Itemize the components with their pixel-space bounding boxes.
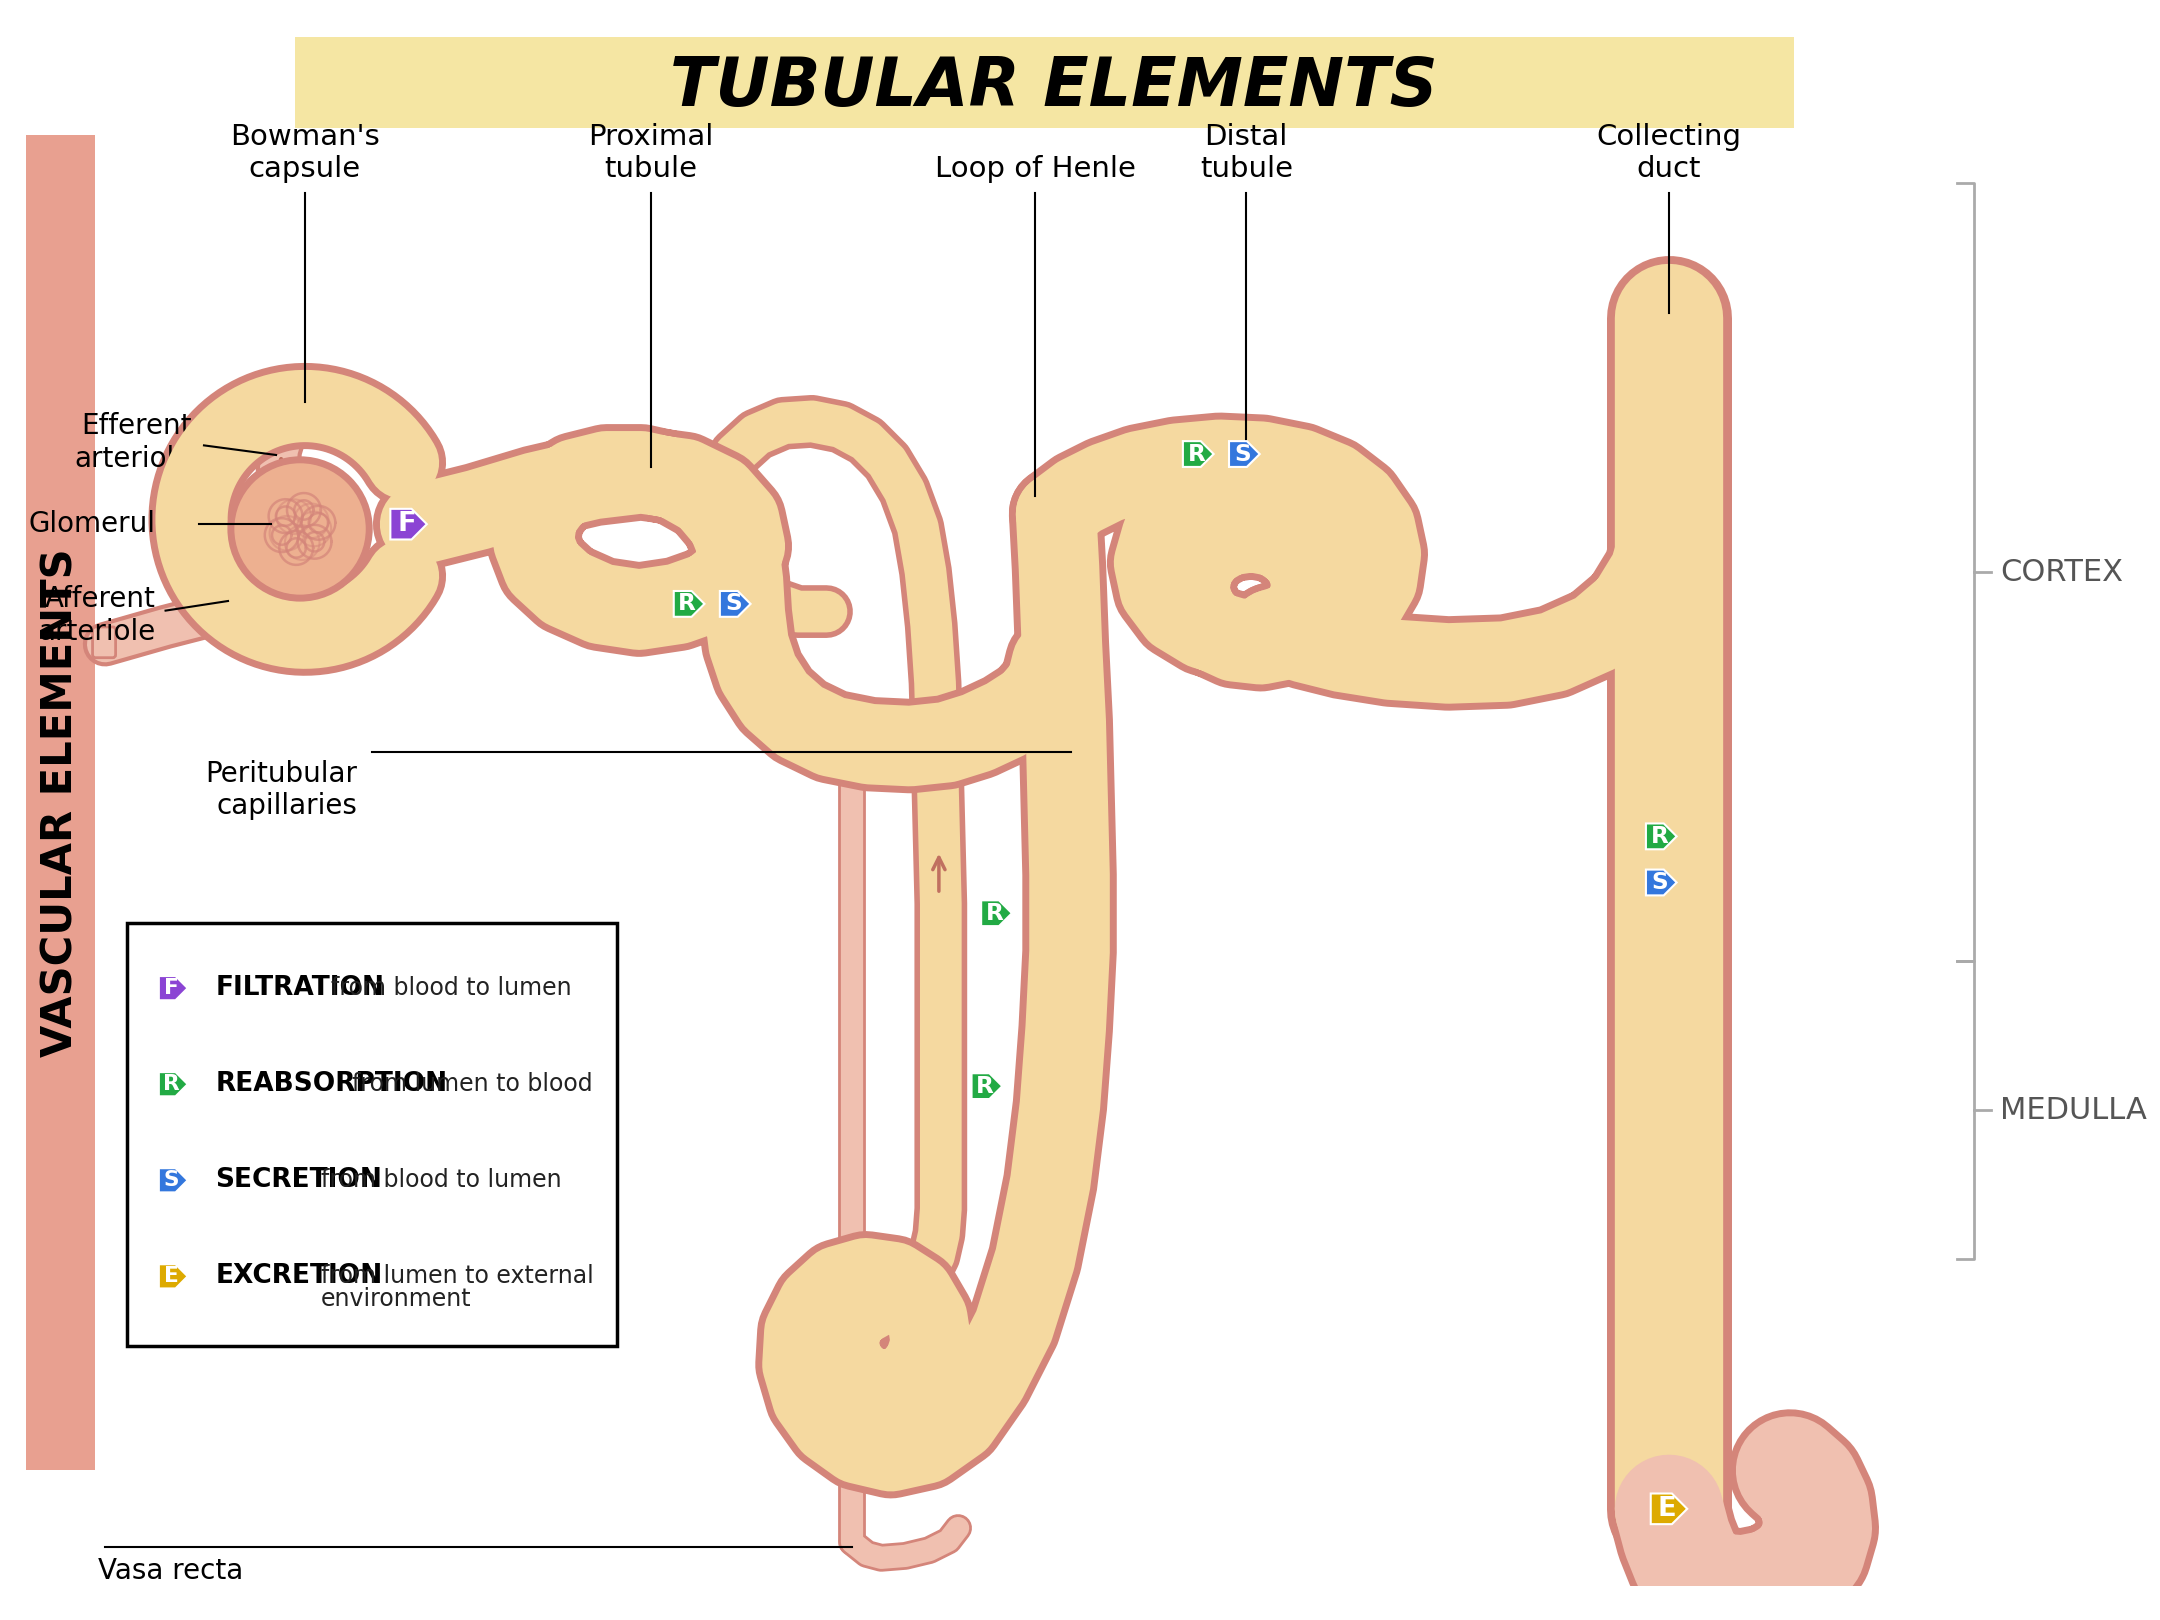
Polygon shape: [1646, 870, 1676, 896]
Text: Glomerulus: Glomerulus: [28, 510, 188, 538]
FancyBboxPatch shape: [127, 923, 618, 1346]
Text: CORTEX: CORTEX: [2000, 557, 2123, 586]
Text: E: E: [164, 1267, 179, 1286]
Text: Afferent
arteriole: Afferent arteriole: [39, 585, 156, 646]
Text: S: S: [164, 1170, 179, 1191]
Polygon shape: [160, 975, 188, 1000]
Text: Distal
tubule: Distal tubule: [1199, 123, 1294, 183]
Text: S: S: [726, 593, 741, 616]
Text: from blood to lumen: from blood to lumen: [307, 1168, 562, 1192]
Polygon shape: [674, 591, 704, 617]
Text: R: R: [164, 1074, 179, 1094]
Text: S: S: [1650, 872, 1668, 894]
Polygon shape: [1229, 441, 1259, 467]
Text: F: F: [164, 978, 179, 998]
Text: F: F: [397, 512, 415, 538]
FancyBboxPatch shape: [296, 37, 1793, 128]
Text: MEDULLA: MEDULLA: [2000, 1095, 2147, 1124]
Text: TUBULAR ELEMENTS: TUBULAR ELEMENTS: [670, 53, 1439, 120]
Text: EXCRETION: EXCRETION: [216, 1264, 382, 1290]
Text: from lumen to external: from lumen to external: [307, 1264, 594, 1288]
Text: VASCULAR ELEMENTS: VASCULAR ELEMENTS: [39, 549, 82, 1058]
Text: Loop of Henle: Loop of Henle: [935, 156, 1136, 183]
Polygon shape: [1650, 1494, 1687, 1524]
Text: Efferent
arteriole: Efferent arteriole: [73, 413, 192, 473]
Polygon shape: [391, 509, 428, 539]
Text: R: R: [976, 1074, 994, 1098]
Text: Collecting
duct: Collecting duct: [1596, 123, 1741, 183]
Text: Peritubular
capillaries: Peritubular capillaries: [205, 760, 359, 820]
Text: REABSORPTION: REABSORPTION: [216, 1071, 447, 1097]
Text: R: R: [678, 593, 696, 616]
Text: SECRETION: SECRETION: [216, 1168, 382, 1194]
Polygon shape: [160, 1072, 188, 1097]
Text: R: R: [985, 902, 1004, 925]
Text: S: S: [1233, 442, 1251, 465]
Polygon shape: [160, 1168, 188, 1192]
Polygon shape: [981, 901, 1011, 927]
Text: R: R: [1650, 825, 1668, 847]
Polygon shape: [1646, 823, 1676, 849]
FancyBboxPatch shape: [93, 627, 117, 658]
Polygon shape: [1184, 441, 1214, 467]
Circle shape: [231, 460, 369, 598]
Polygon shape: [160, 1264, 188, 1288]
Text: Bowman's
capsule: Bowman's capsule: [229, 123, 380, 183]
Text: E: E: [1657, 1495, 1676, 1521]
Polygon shape: [972, 1072, 1002, 1098]
Text: from blood to lumen: from blood to lumen: [315, 977, 572, 1000]
Polygon shape: [719, 591, 752, 617]
Text: Proximal
tubule: Proximal tubule: [588, 123, 713, 183]
Text: Vasa recta: Vasa recta: [99, 1557, 244, 1584]
FancyBboxPatch shape: [26, 134, 95, 1471]
Text: from lumen to blood: from lumen to blood: [337, 1072, 592, 1097]
Text: FILTRATION: FILTRATION: [216, 975, 384, 1001]
Text: environment: environment: [320, 1288, 471, 1312]
Text: R: R: [1188, 442, 1205, 465]
